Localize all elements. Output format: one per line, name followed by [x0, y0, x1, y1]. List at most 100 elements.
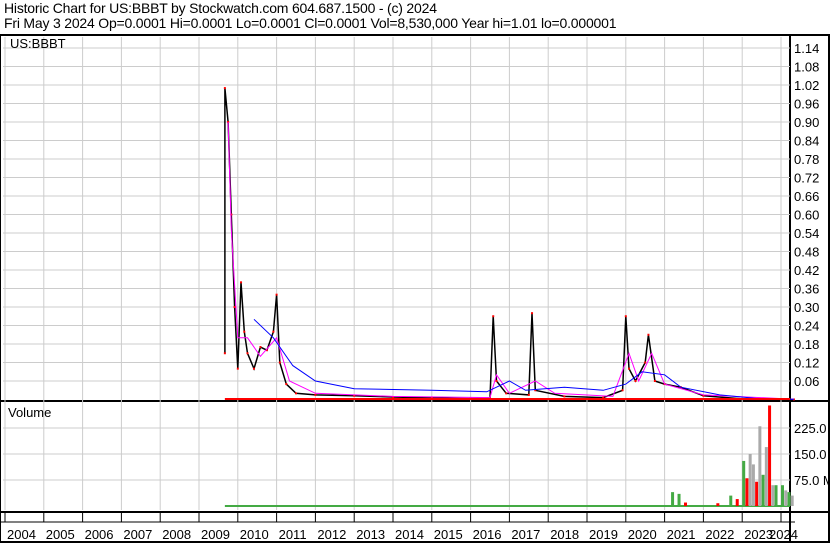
price-point [563, 395, 566, 398]
price-point [259, 346, 262, 349]
price-tick-label: 1.02 [794, 78, 819, 93]
year-label: 2017 [511, 527, 540, 542]
volume-bar [784, 490, 788, 506]
price-point [634, 380, 637, 382]
volume-bar [771, 485, 775, 506]
price-point [236, 367, 239, 370]
year-label: 2009 [201, 527, 230, 542]
price-tick-label: 0.84 [794, 134, 819, 149]
year-label: 2004 [7, 527, 36, 542]
volume-tick-label: 225.0 [794, 421, 827, 436]
price-point [285, 383, 288, 386]
price-tick-label: 0.12 [794, 356, 819, 371]
year-label: 2008 [162, 527, 191, 542]
price-point [495, 380, 498, 382]
price-point [223, 352, 226, 355]
price-point [223, 87, 226, 90]
price-point [702, 394, 705, 397]
price-tick-label: 0.96 [794, 97, 819, 112]
volume-bar [768, 405, 772, 506]
year-label: 2012 [317, 527, 346, 542]
quote-summary: Fri May 3 2024 Op=0.0001 Hi=0.0001 Lo=0.… [4, 15, 617, 31]
price-point [252, 367, 255, 370]
year-label: 2018 [550, 527, 579, 542]
price-point [624, 315, 627, 318]
volume-label: Volume [8, 405, 51, 420]
price-point [430, 396, 433, 399]
price-point [531, 312, 534, 315]
volume-bar [745, 478, 749, 506]
volume-bar [790, 495, 794, 506]
price-point [265, 349, 268, 352]
chart-title: Historic Chart for US:BBBT by Stockwatch… [4, 0, 437, 16]
price-point [233, 306, 236, 308]
volume-bar [761, 474, 765, 506]
year-label: 2019 [589, 527, 618, 542]
price-tick-label: 0.06 [794, 374, 819, 389]
year-label: 2024 [769, 527, 798, 542]
volume-bar [787, 492, 791, 506]
volume-bar [764, 447, 768, 506]
series-ma_long [253, 318, 794, 400]
price-point [527, 393, 530, 396]
year-label: 2020 [628, 527, 657, 542]
volume-bar [684, 502, 687, 506]
year-label: 2011 [279, 527, 307, 542]
price-point [272, 330, 275, 333]
price-point [275, 293, 278, 296]
year-label: 2023 [744, 527, 773, 542]
price-tick-label: 0.30 [794, 300, 819, 315]
price-point [295, 392, 297, 395]
volume-bar [774, 485, 778, 506]
series-ma_short [227, 121, 794, 400]
price-point [243, 330, 246, 333]
price-tick-label: 0.24 [794, 319, 819, 334]
year-label: 2014 [395, 527, 424, 542]
price-point [644, 361, 647, 364]
price-point [505, 392, 508, 395]
volume-tick-label: 75.0 M [794, 473, 830, 488]
year-label: 2022 [705, 527, 734, 542]
price-point [647, 333, 650, 336]
year-label: 2016 [473, 527, 502, 542]
price-tick-label: 0.18 [794, 337, 819, 352]
volume-bar [735, 499, 739, 506]
volume-bar [716, 503, 720, 506]
price-tick-label: 1.14 [794, 41, 819, 56]
price-point [792, 398, 795, 401]
price-point [534, 389, 537, 392]
price-tick-label: 0.36 [794, 282, 819, 297]
price-point [492, 315, 495, 318]
volume-bar [671, 492, 675, 506]
price-point [653, 380, 656, 382]
price-point [246, 352, 249, 355]
price-point [278, 361, 281, 364]
price-tick-label: 0.48 [794, 245, 819, 260]
year-label: 2021 [667, 527, 696, 542]
price-tick-label: 0.66 [794, 189, 819, 204]
price-point [240, 281, 243, 284]
year-label: 2007 [123, 527, 152, 542]
price-point [621, 389, 624, 392]
price-point [353, 394, 356, 397]
volume-bar [677, 493, 681, 506]
year-label: 2006 [85, 527, 114, 542]
price-point [314, 393, 317, 396]
price-tick-label: 0.54 [794, 226, 819, 241]
price-tick-label: 0.78 [794, 152, 819, 167]
price-tick-label: 0.72 [794, 171, 819, 186]
price-tick-label: 0.42 [794, 263, 819, 278]
volume-bar [748, 454, 752, 506]
price-tick-label: 1.08 [794, 60, 819, 75]
volume-bar [751, 464, 755, 506]
symbol-label: US:BBBT [10, 36, 66, 51]
chart-frame [0, 34, 830, 543]
volume-tick-label: 150.0 [794, 447, 827, 462]
volume-bar [781, 485, 784, 506]
year-label: 2015 [434, 527, 463, 542]
price-tick-label: 0.90 [794, 115, 819, 130]
volume-bar [729, 495, 733, 506]
year-label: 2005 [46, 527, 75, 542]
